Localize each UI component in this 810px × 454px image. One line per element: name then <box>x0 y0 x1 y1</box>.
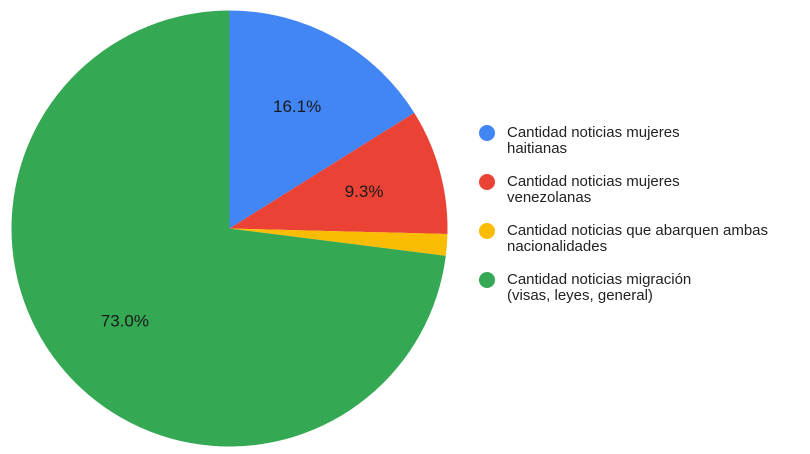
pie-slice-1[interactable] <box>229 10 415 229</box>
legend: Cantidad noticias mujeres haitianasCantid… <box>479 124 768 304</box>
pie-slice-2[interactable] <box>229 112 448 234</box>
legend-swatch-1 <box>479 125 495 141</box>
legend-swatch-2 <box>479 174 495 190</box>
legend-label-line: venezolanas <box>507 189 591 206</box>
legend-label-line: Cantidad noticias que abarquen ambas <box>507 222 768 239</box>
pie-data-label-1: 16.1% <box>273 97 321 116</box>
pie-slice-3[interactable] <box>229 228 448 256</box>
legend-label-line: Cantidad noticias mujeres <box>507 173 680 190</box>
legend-label-2: Cantidad noticias mujeres venezolanas <box>507 173 680 206</box>
legend-label-1: Cantidad noticias mujeres haitianas <box>507 124 680 157</box>
legend-label-line: nacionalidades <box>507 238 607 255</box>
pie-data-label-4: 73.0% <box>101 311 149 330</box>
legend-swatch-3 <box>479 223 495 239</box>
legend-label-line: Cantidad noticias migración <box>507 271 691 288</box>
legend-label-4: Cantidad noticias migración (visas, leyes… <box>507 271 691 304</box>
legend-swatch-4 <box>479 272 495 288</box>
legend-item-2[interactable]: Cantidad noticias mujeres venezolanas <box>479 173 680 206</box>
legend-item-3[interactable]: Cantidad noticias que abarquen ambas naci… <box>479 222 768 255</box>
pie-slices <box>11 10 448 447</box>
pie-data-labels: 16.1% 9.3% 73.0% <box>101 97 384 330</box>
legend-label-line: haitianas <box>507 140 567 157</box>
pie-slice-4[interactable] <box>11 10 446 447</box>
legend-label-line: (visas, leyes, general) <box>507 287 653 304</box>
legend-item-4[interactable]: Cantidad noticias migración (visas, leyes… <box>479 271 691 304</box>
pie-data-label-2: 9.3% <box>345 182 384 201</box>
legend-label-3: Cantidad noticias que abarquen ambas naci… <box>507 222 768 255</box>
legend-item-1[interactable]: Cantidad noticias mujeres haitianas <box>479 124 680 157</box>
legend-label-line: Cantidad noticias mujeres <box>507 124 680 141</box>
